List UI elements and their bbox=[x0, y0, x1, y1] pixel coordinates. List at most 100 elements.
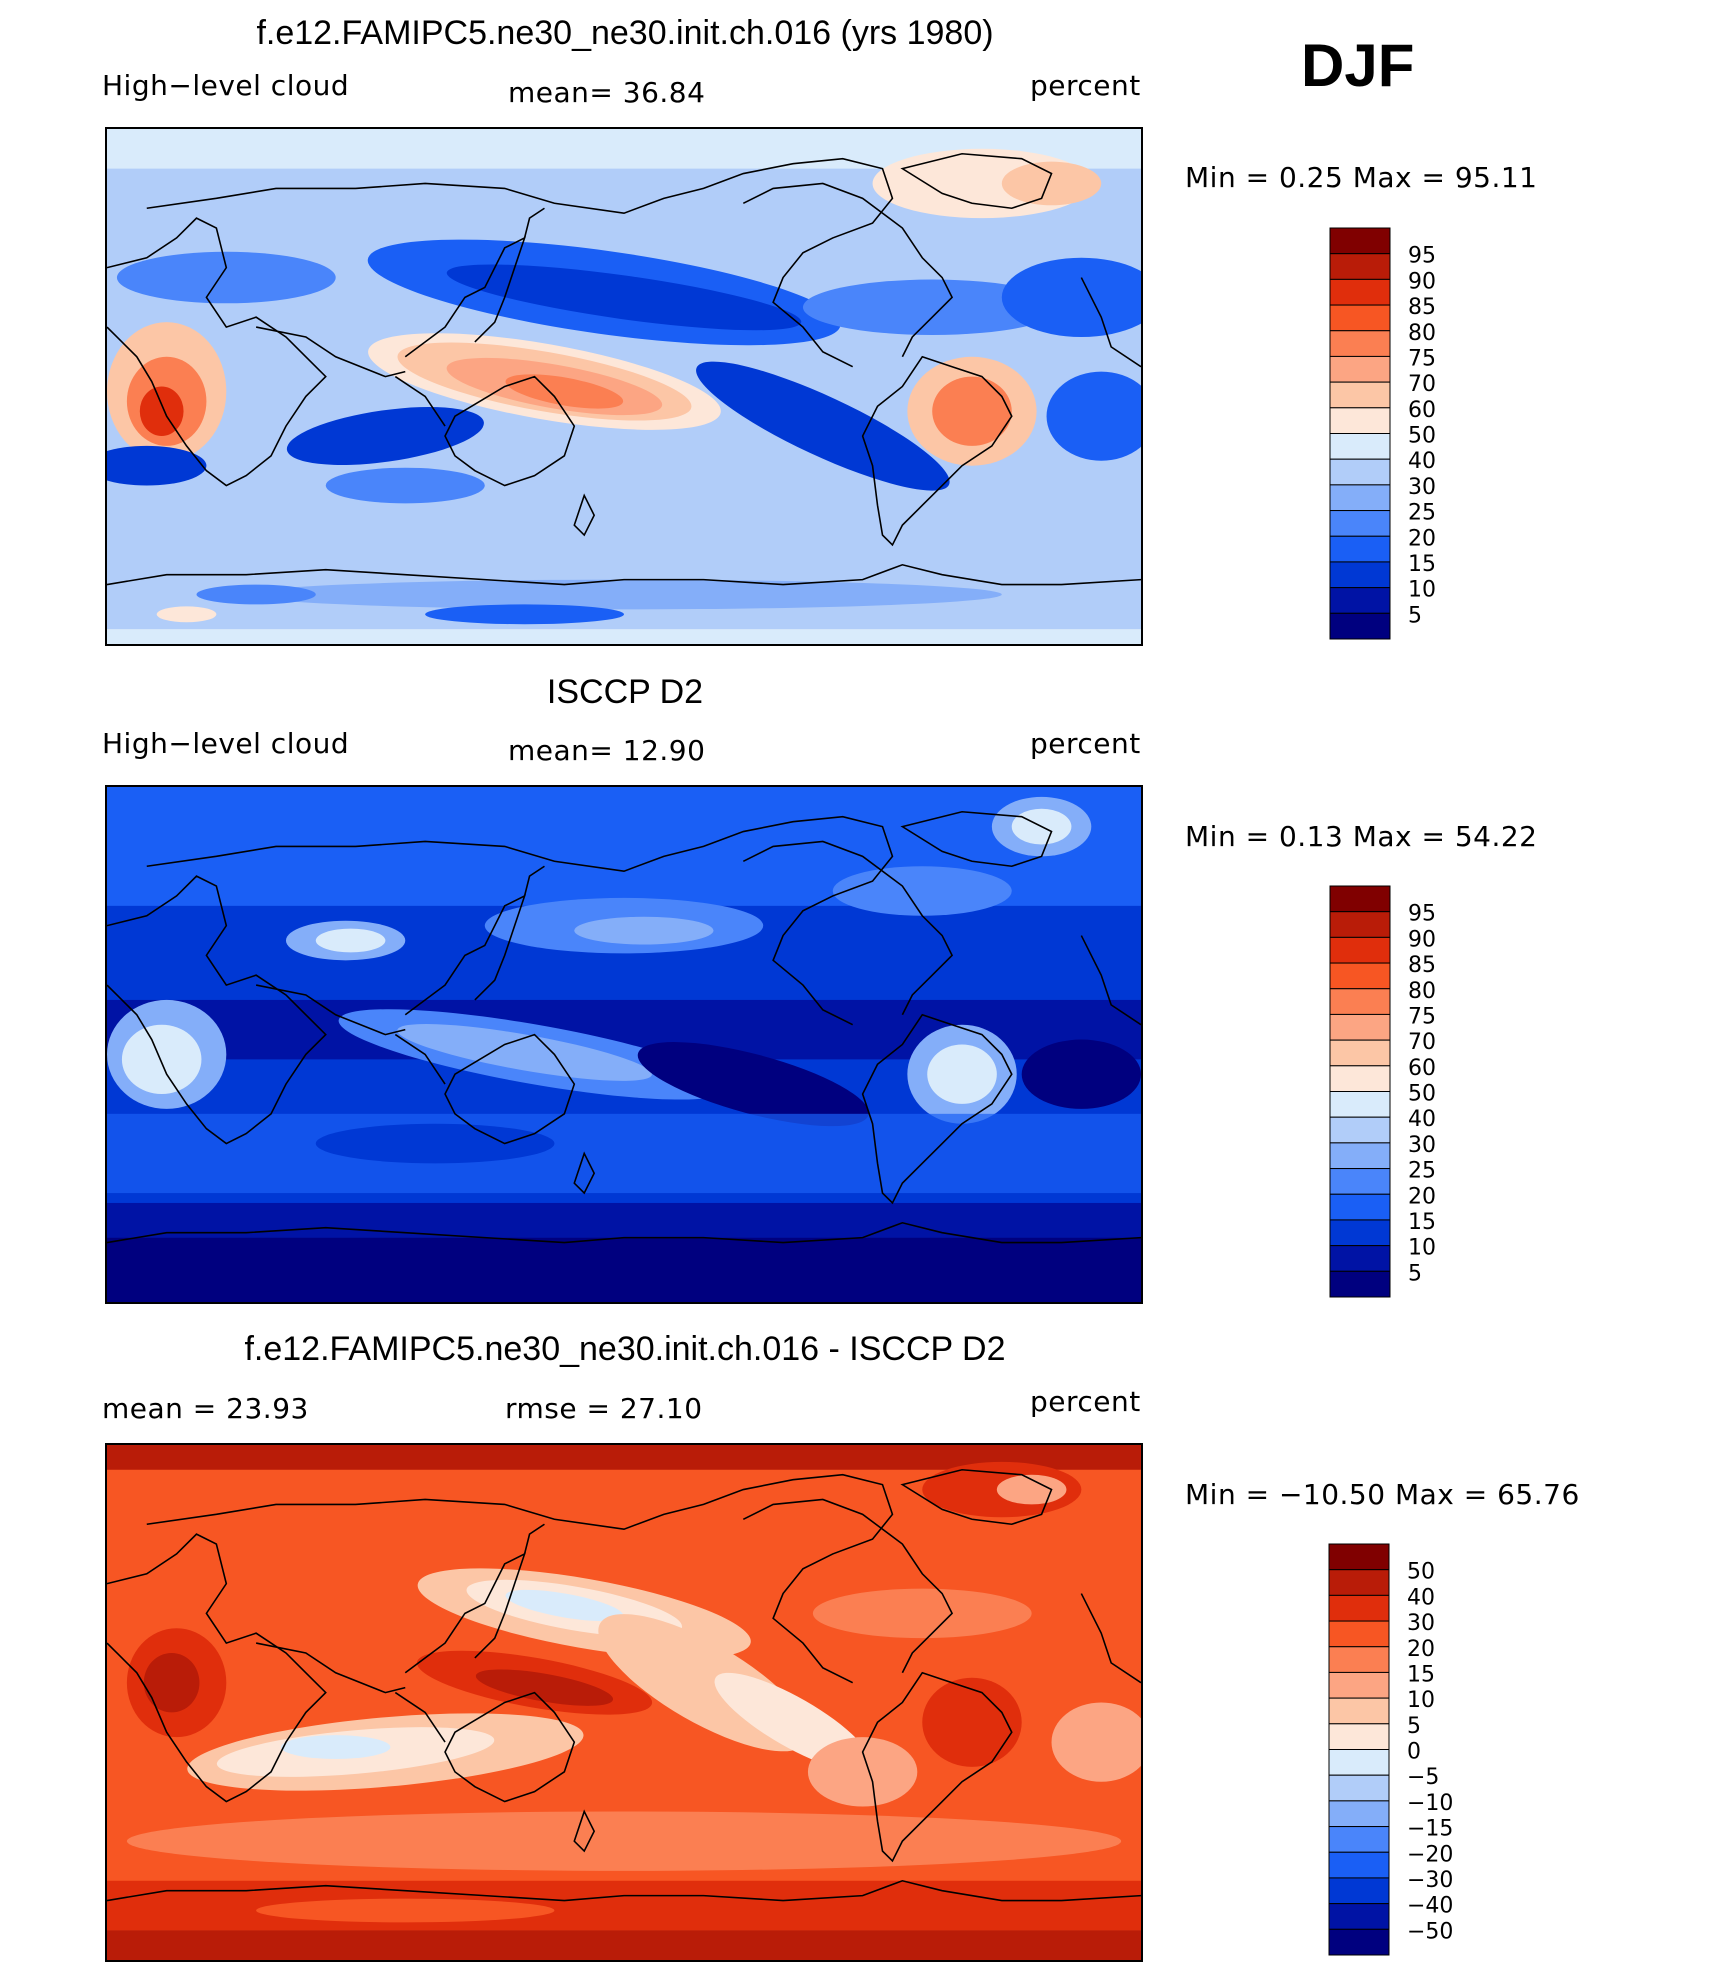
colorbar-swatch bbox=[1329, 458, 1391, 486]
colorbar-swatch bbox=[1329, 1116, 1391, 1144]
map-diff-field bbox=[107, 1445, 1141, 1960]
colorbar-tick-label: 10 bbox=[1408, 578, 1436, 603]
colorbar-tick-label: −5 bbox=[1407, 1765, 1439, 1790]
colorbar-tick-label: 10 bbox=[1407, 1688, 1435, 1713]
colorbar-tick-label: 50 bbox=[1408, 1082, 1436, 1107]
colorbar-tick-label: 25 bbox=[1408, 1159, 1436, 1184]
colorbar-tick-label: 30 bbox=[1408, 1133, 1436, 1158]
colorbar-tick-label: 40 bbox=[1408, 449, 1436, 474]
colorbar-tick-label: 5 bbox=[1408, 603, 1422, 628]
colorbar-swatch bbox=[1329, 304, 1391, 332]
colorbar-tick-label: −15 bbox=[1407, 1817, 1453, 1842]
minmax-label: Min = 0.13 Max = 54.22 bbox=[1185, 820, 1538, 853]
colorbar-tick-label: −20 bbox=[1407, 1842, 1453, 1867]
mean-label: mean= 12.90 bbox=[508, 734, 706, 767]
colorbar-swatch bbox=[1328, 1620, 1390, 1648]
colorbar-swatch bbox=[1329, 1142, 1391, 1170]
colorbar-swatch bbox=[1329, 962, 1391, 990]
colorbar-swatch bbox=[1329, 253, 1391, 280]
colorbar-tick-label: 5 bbox=[1408, 1261, 1422, 1286]
colorbar-swatch bbox=[1329, 535, 1391, 563]
colorbar-swatch bbox=[1329, 381, 1391, 409]
colorbar-swatch bbox=[1328, 1928, 1390, 1956]
colorbar-tick-label: 70 bbox=[1408, 1030, 1436, 1055]
colorbar-tick-label: 85 bbox=[1408, 953, 1436, 978]
colorbar-tick-label: −50 bbox=[1407, 1919, 1453, 1944]
colorbar-tick-label: 30 bbox=[1408, 475, 1436, 500]
colorbar-tick-label: 15 bbox=[1407, 1662, 1435, 1687]
colorbar-swatch bbox=[1329, 936, 1391, 964]
colorbar-swatch bbox=[1328, 1697, 1390, 1725]
colorbar-swatch bbox=[1329, 433, 1391, 460]
colorbar-tick-label: 20 bbox=[1407, 1637, 1435, 1662]
colorbar-swatch bbox=[1329, 1091, 1391, 1118]
colorbar-tick-label: 15 bbox=[1408, 552, 1436, 577]
colorbar-swatch bbox=[1329, 1013, 1391, 1041]
variable-label: High−level cloud bbox=[102, 727, 350, 760]
rmse-label: rmse = 27.10 bbox=[505, 1392, 703, 1425]
colorbar-tick-label: 60 bbox=[1408, 398, 1436, 423]
colorbar-tick-label: 40 bbox=[1408, 1107, 1436, 1132]
colorbar-tick-label: 20 bbox=[1408, 526, 1436, 551]
colorbar-tick-label: 15 bbox=[1408, 1210, 1436, 1235]
colorbar-swatch bbox=[1329, 1065, 1391, 1092]
colorbar-swatch bbox=[1329, 510, 1391, 537]
colorbar-swatch bbox=[1329, 561, 1391, 589]
map-diff bbox=[105, 1443, 1143, 1962]
mean-label: mean = 23.93 bbox=[102, 1392, 309, 1425]
colorbar-tick-label: 30 bbox=[1407, 1611, 1435, 1636]
colorbar-tick-label: 90 bbox=[1408, 269, 1436, 294]
colorbar-tick-label: 20 bbox=[1408, 1184, 1436, 1209]
map-model-field bbox=[107, 129, 1141, 644]
colorbar-swatch bbox=[1329, 227, 1391, 255]
panel-title: ISCCP D2 bbox=[546, 673, 704, 711]
mean-label: mean= 36.84 bbox=[508, 76, 706, 109]
colorbar-swatch bbox=[1328, 1749, 1390, 1776]
colorbar-swatch bbox=[1329, 885, 1391, 913]
colorbar-swatch bbox=[1328, 1774, 1390, 1802]
colorbar-swatch bbox=[1328, 1671, 1390, 1699]
colorbar-tick-label: 10 bbox=[1408, 1236, 1436, 1261]
colorbar-tick-label: 75 bbox=[1408, 346, 1436, 371]
colorbar-swatch bbox=[1329, 612, 1391, 640]
colorbar-swatch bbox=[1329, 1039, 1391, 1067]
colorbar-swatch bbox=[1329, 988, 1391, 1015]
colorbar-swatch bbox=[1329, 587, 1391, 614]
colorbar-swatch bbox=[1329, 278, 1391, 306]
colorbar-tick-label: 0 bbox=[1407, 1740, 1421, 1765]
colorbar-swatch bbox=[1329, 1245, 1391, 1272]
colorbar-tick-label: −30 bbox=[1407, 1868, 1453, 1893]
colorbar-swatch bbox=[1328, 1903, 1390, 1930]
map-obs bbox=[105, 785, 1143, 1304]
minmax-label: Min = 0.25 Max = 95.11 bbox=[1185, 161, 1538, 194]
colorbar-swatch bbox=[1329, 911, 1391, 938]
colorbar-tick-label: 90 bbox=[1408, 927, 1436, 952]
panel-title: f.e12.FAMIPC5.ne30_ne30.init.ch.016 - IS… bbox=[244, 1330, 1006, 1368]
colorbar-swatch bbox=[1329, 355, 1391, 383]
variable-label: High−level cloud bbox=[102, 69, 350, 102]
colorbar-tick-label: 95 bbox=[1408, 244, 1436, 269]
colorbar-tick-label: 60 bbox=[1408, 1056, 1436, 1081]
season-label: DJF bbox=[1301, 32, 1415, 99]
panel-title: f.e12.FAMIPC5.ne30_ne30.init.ch.016 (yrs… bbox=[256, 14, 994, 52]
coastlines bbox=[107, 1468, 1141, 1902]
colorbar-tick-label: −40 bbox=[1407, 1894, 1453, 1919]
colorbar-tick-label: 5 bbox=[1407, 1714, 1421, 1739]
colorbar-tick-label: 70 bbox=[1408, 372, 1436, 397]
colorbar-swatch bbox=[1329, 484, 1391, 512]
units-label: percent bbox=[1030, 727, 1141, 760]
colorbar-swatch bbox=[1328, 1569, 1390, 1596]
colorbar-swatch bbox=[1328, 1826, 1390, 1853]
colorbar-tick-label: 85 bbox=[1408, 295, 1436, 320]
minmax-label: Min = −10.50 Max = 65.76 bbox=[1185, 1478, 1580, 1511]
map-obs-field bbox=[107, 787, 1141, 1302]
colorbar-tick-label: 40 bbox=[1407, 1585, 1435, 1610]
colorbar-swatch bbox=[1328, 1723, 1390, 1750]
colorbar-swatch bbox=[1329, 407, 1391, 434]
colorbar-swatch bbox=[1328, 1877, 1390, 1905]
colorbar-tick-label: 95 bbox=[1408, 902, 1436, 927]
colorbar-tick-label: 75 bbox=[1408, 1004, 1436, 1029]
colorbar-swatch bbox=[1328, 1800, 1390, 1828]
colorbar-tick-label: 80 bbox=[1408, 979, 1436, 1004]
colorbar-swatch bbox=[1329, 1270, 1391, 1298]
